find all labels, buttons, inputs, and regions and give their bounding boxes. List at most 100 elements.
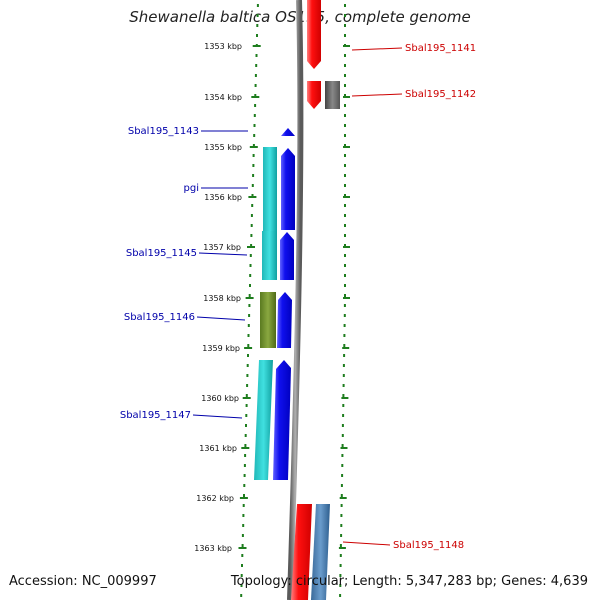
major-tick bbox=[248, 196, 257, 198]
ruler-dot bbox=[340, 524, 343, 527]
gene-label-sbal195-1142[interactable]: Sbal195_1142 bbox=[405, 89, 476, 100]
ruler-dot bbox=[344, 184, 346, 187]
ruler-dot bbox=[343, 314, 346, 317]
ruler-dot bbox=[242, 504, 245, 507]
ruler-dot bbox=[247, 324, 250, 327]
ruler-dot bbox=[248, 314, 251, 317]
gene-label-sbal195-1141[interactable]: Sbal195_1141 bbox=[405, 43, 476, 54]
ruler-dot bbox=[240, 584, 243, 587]
ruler-dot bbox=[343, 304, 346, 307]
ruler-dot bbox=[245, 404, 248, 407]
ruler-dot bbox=[241, 564, 243, 567]
ruler-dot bbox=[344, 154, 346, 157]
ruler-dot bbox=[344, 34, 346, 37]
ruler-dot bbox=[248, 294, 251, 297]
ruler-dot bbox=[342, 364, 345, 367]
major-tick bbox=[238, 547, 247, 549]
major-tick bbox=[341, 397, 349, 399]
accession-text: Accession: NC_009997 bbox=[9, 574, 157, 589]
major-tick bbox=[340, 447, 348, 449]
ruler-dot bbox=[344, 104, 346, 107]
major-tick bbox=[343, 96, 350, 98]
ruler-dot bbox=[339, 554, 342, 557]
ruler-dot bbox=[254, 104, 257, 107]
gene-sbal195-1146[interactable] bbox=[260, 292, 292, 348]
ruler-dot bbox=[342, 394, 345, 397]
gene-pgi[interactable] bbox=[263, 147, 295, 231]
major-tick bbox=[338, 547, 346, 549]
ruler-dot bbox=[249, 254, 252, 257]
tick-label: 1361 kbp bbox=[199, 444, 237, 453]
ruler-dot bbox=[256, 4, 259, 7]
major-tick bbox=[245, 297, 254, 299]
gene-label-pgi[interactable]: pgi bbox=[184, 183, 199, 194]
ruler-dot bbox=[254, 84, 257, 87]
ruler-dot bbox=[343, 354, 346, 357]
ruler-dot bbox=[344, 74, 346, 77]
gene-label-sbal195-1143[interactable]: Sbal195_1143 bbox=[128, 126, 199, 137]
gene-sbal195-1145[interactable] bbox=[262, 231, 294, 280]
gene-label-sbal195-1145[interactable]: Sbal195_1145 bbox=[126, 248, 197, 259]
ruler-dot bbox=[240, 574, 243, 577]
ruler-dot bbox=[341, 444, 344, 447]
ruler-dot bbox=[243, 484, 246, 487]
genome-backbone bbox=[287, 0, 304, 600]
ruler-dot bbox=[341, 464, 344, 467]
gene-label-sbal195-1148[interactable]: Sbal195_1148 bbox=[393, 540, 464, 551]
tick-label: 1356 kbp bbox=[204, 193, 242, 202]
ruler-dot bbox=[341, 434, 344, 437]
tick-label: 1360 kbp bbox=[201, 394, 239, 403]
ruler-dot bbox=[252, 154, 255, 157]
ruler-dot bbox=[256, 24, 259, 27]
ruler-dot bbox=[241, 534, 244, 537]
ruler-dot bbox=[244, 454, 247, 457]
ruler-dot bbox=[241, 544, 244, 547]
gene-sbal195-1147[interactable] bbox=[254, 360, 291, 480]
ruler-dot bbox=[344, 94, 346, 97]
ruler-dot bbox=[340, 484, 343, 487]
ruler-dot bbox=[344, 4, 346, 7]
ruler-dot bbox=[249, 264, 252, 267]
major-tick bbox=[241, 447, 250, 449]
ruler-dot bbox=[254, 74, 257, 77]
major-tick bbox=[252, 45, 261, 47]
major-tick bbox=[343, 196, 350, 198]
ruler-dot bbox=[339, 584, 342, 587]
tick-labels: 1353 kbp 1354 kbp 1355 kbp 1356 kbp 1357… bbox=[194, 42, 242, 553]
ruler-dot bbox=[250, 214, 253, 217]
ruler-dot bbox=[342, 414, 345, 417]
ruler-dot bbox=[244, 434, 247, 437]
ruler-dot bbox=[250, 224, 253, 227]
ruler-dot bbox=[243, 494, 245, 497]
ruler-dot bbox=[255, 64, 258, 67]
ruler-dot bbox=[344, 114, 346, 117]
ruler-dot bbox=[344, 164, 346, 167]
ruler-dot bbox=[344, 284, 346, 287]
ruler-dot bbox=[341, 474, 344, 477]
gene-sbal195-1148[interactable] bbox=[291, 504, 330, 600]
ruler-dot bbox=[253, 134, 256, 137]
ruler-dot bbox=[344, 174, 346, 177]
ruler-dot bbox=[252, 174, 255, 177]
label-leaders bbox=[192, 47, 403, 546]
ruler-dot bbox=[251, 184, 254, 187]
tick-label: 1355 kbp bbox=[204, 143, 242, 152]
major-tick bbox=[242, 397, 251, 399]
ruler-dot bbox=[248, 304, 251, 307]
tick-label: 1353 kbp bbox=[204, 42, 242, 51]
gene-label-sbal195-1146[interactable]: Sbal195_1146 bbox=[124, 312, 195, 323]
major-tick bbox=[339, 497, 347, 499]
ruler-dot bbox=[241, 554, 244, 557]
major-tick bbox=[343, 246, 350, 248]
ruler-dot bbox=[339, 574, 342, 577]
ruler-dot bbox=[344, 124, 346, 127]
gene-sbal195-1142[interactable] bbox=[307, 81, 340, 109]
tick-label: 1359 kbp bbox=[202, 344, 240, 353]
gene-label-sbal195-1147[interactable]: Sbal195_1147 bbox=[120, 410, 191, 421]
gene-sbal195-1143[interactable] bbox=[281, 128, 295, 136]
ruler-dot bbox=[256, 34, 258, 37]
gene-sbal195-1141[interactable] bbox=[307, 0, 321, 69]
ruler-dots bbox=[238, 4, 350, 597]
ruler-dot bbox=[344, 234, 346, 237]
ruler-dot bbox=[246, 384, 249, 387]
